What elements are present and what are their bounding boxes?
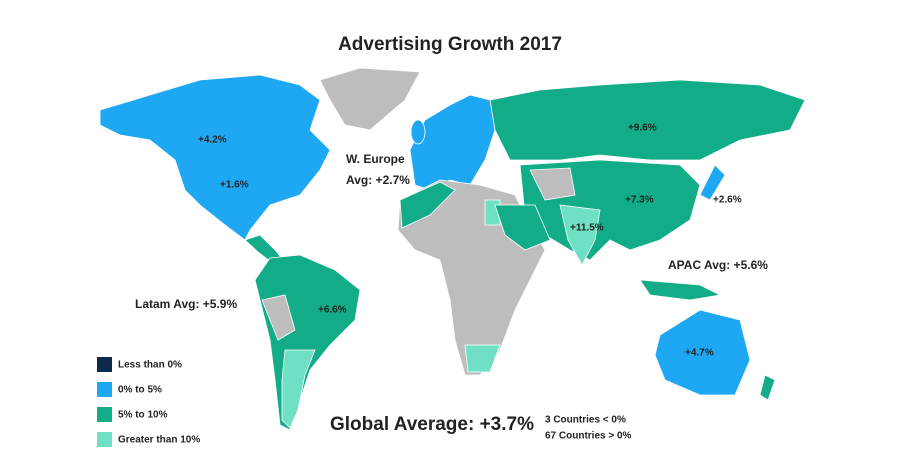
legend-swatch	[97, 407, 112, 422]
value-label: +4.2%	[198, 135, 227, 146]
region-label: Latam Avg: +5.9%	[135, 297, 237, 311]
note: 3 Countries < 0%	[545, 415, 626, 426]
title: Advertising Growth 2017	[338, 34, 562, 55]
legend-label: 0% to 5%	[118, 385, 162, 396]
note: 67 Countries > 0%	[545, 431, 632, 442]
value-label: +7.3%	[625, 195, 654, 206]
legend-swatch	[97, 432, 112, 447]
legend-swatch	[97, 357, 112, 372]
value-label: +2.6%	[713, 195, 742, 206]
value-label: +1.6%	[220, 180, 249, 191]
land	[99, 67, 806, 431]
legend-label: Less than 0%	[118, 360, 182, 371]
legend-swatch	[97, 382, 112, 397]
region-label: Avg: +2.7%	[346, 173, 410, 187]
legend-label: Greater than 10%	[118, 435, 200, 446]
value-label: +4.7%	[685, 348, 714, 359]
value-label: +6.6%	[318, 305, 347, 316]
region-label: APAC Avg: +5.6%	[668, 258, 768, 272]
value-label: +11.5%	[570, 223, 604, 234]
region-label: W. Europe	[346, 152, 405, 166]
value-label: +9.6%	[628, 123, 657, 134]
global-average: Global Average: +3.7%	[330, 414, 534, 435]
legend-label: 5% to 10%	[118, 410, 168, 421]
